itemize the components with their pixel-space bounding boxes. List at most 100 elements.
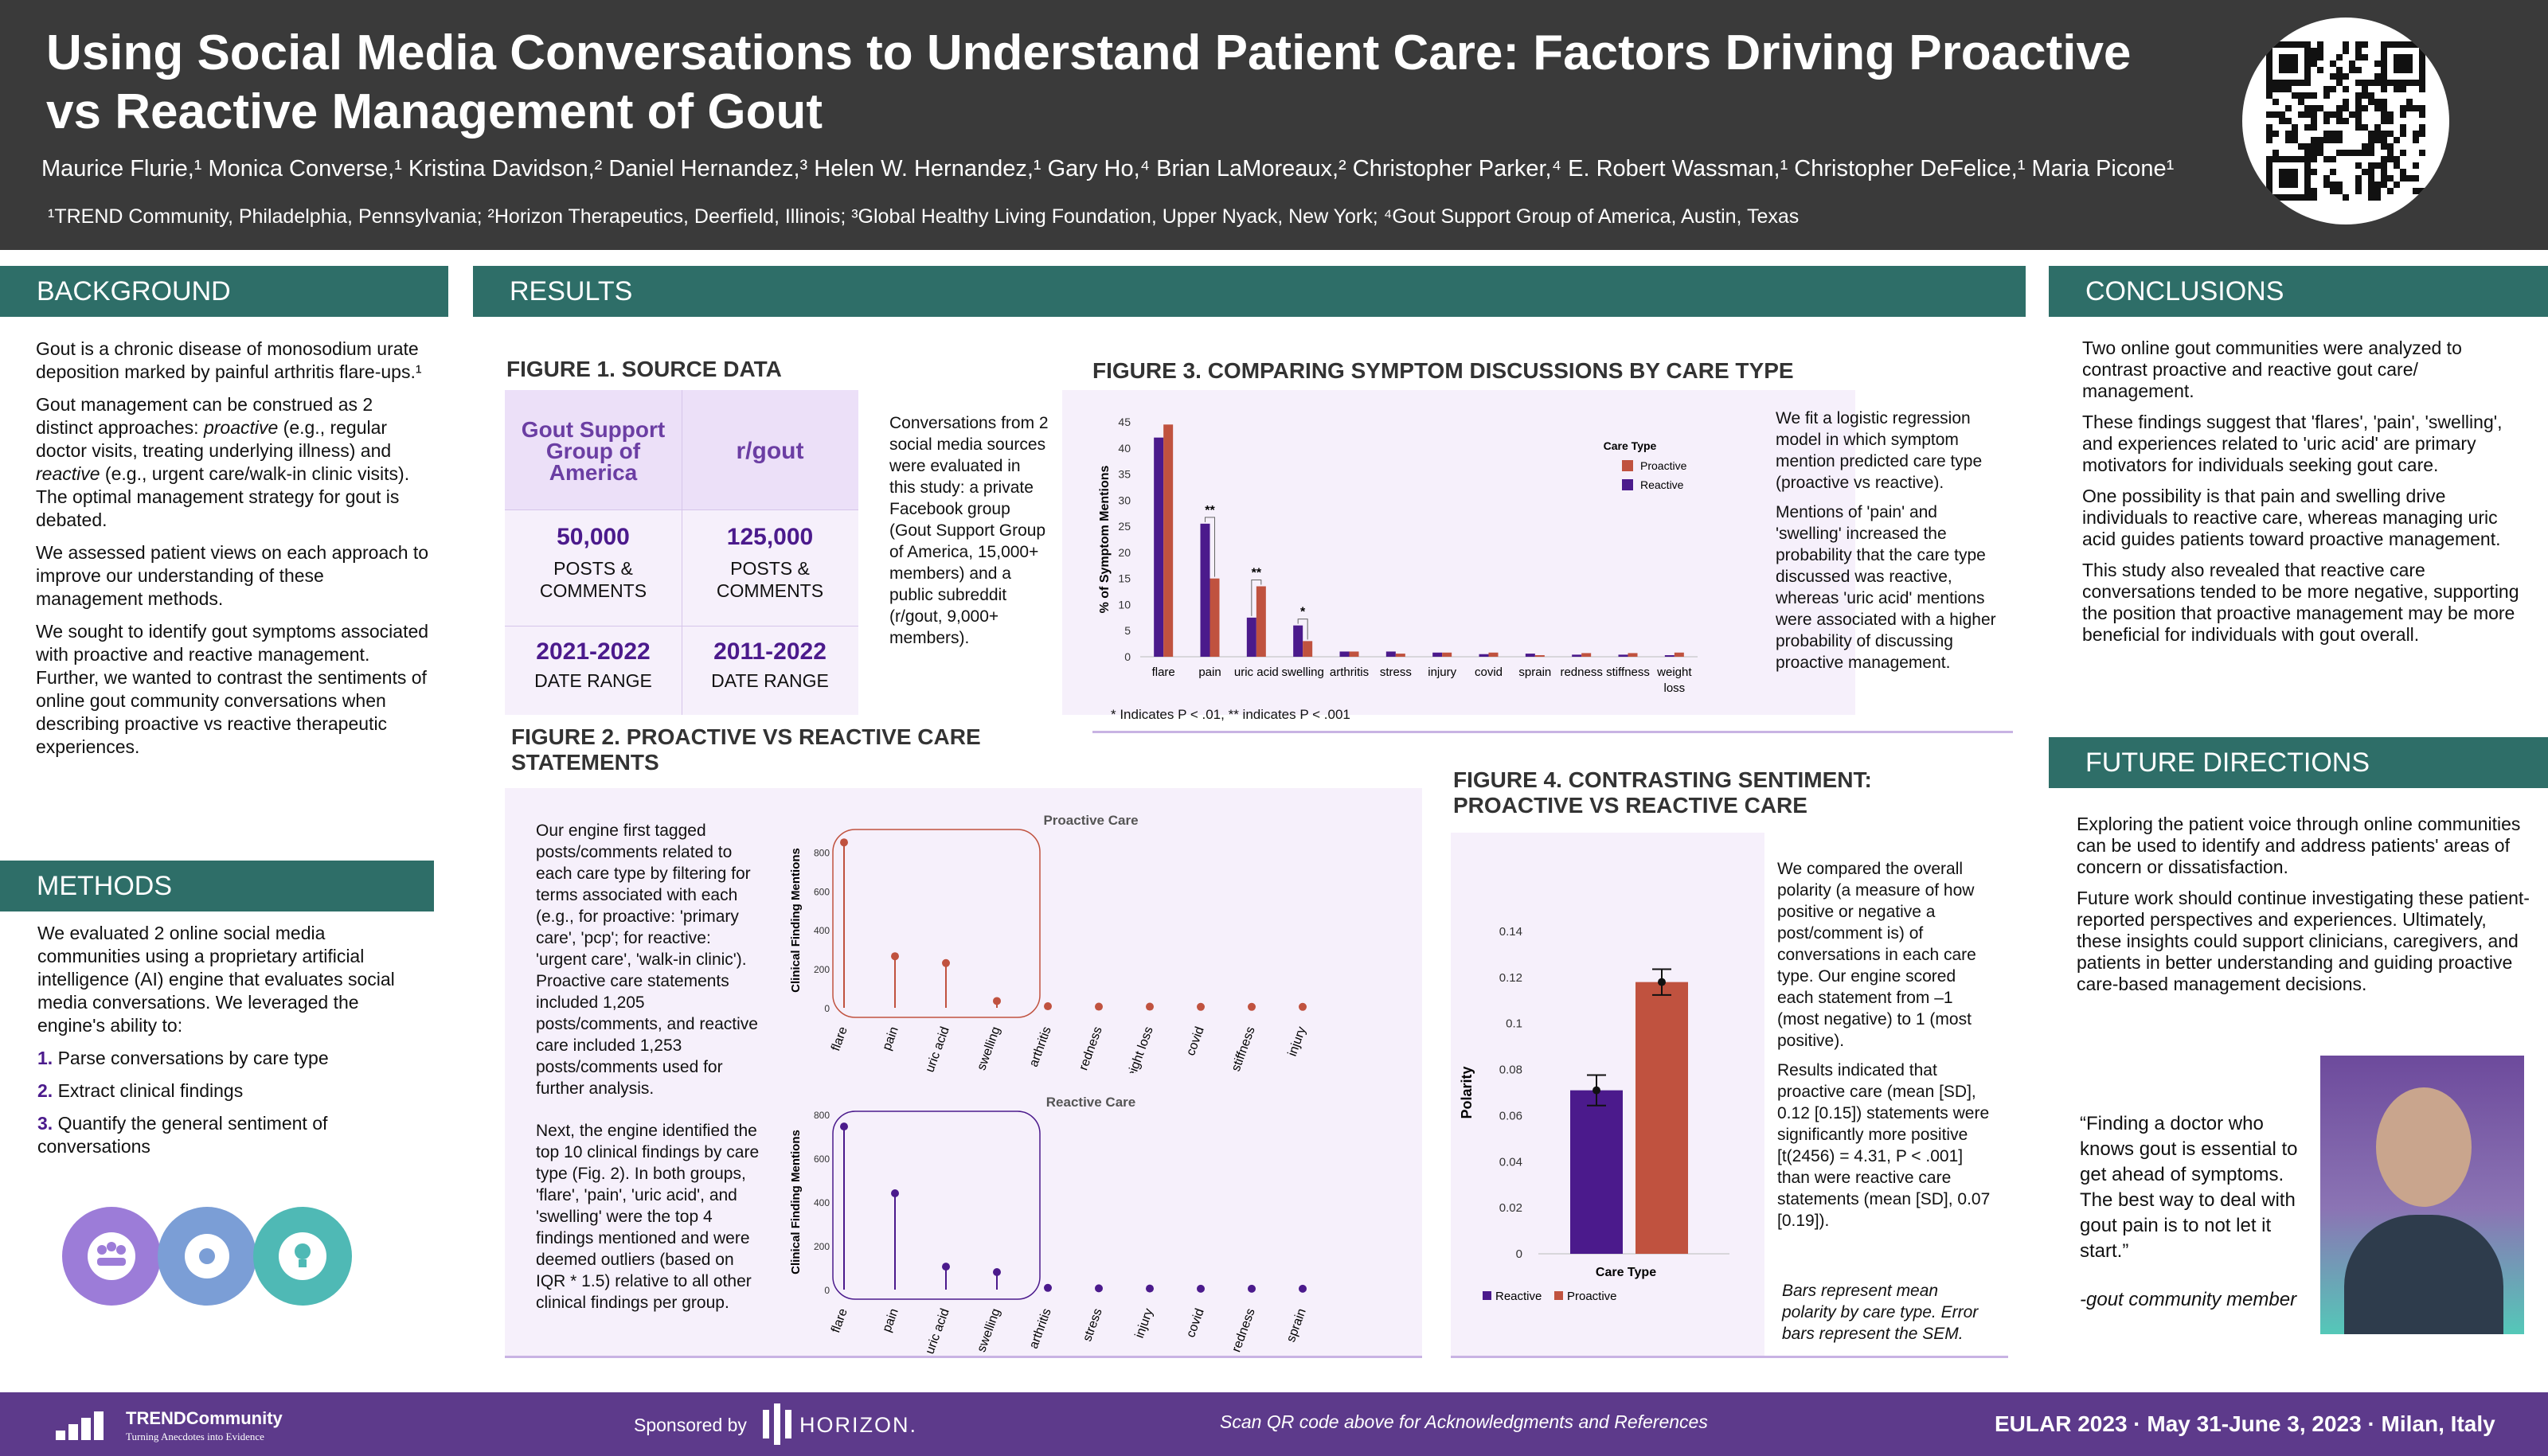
qr-module (2368, 92, 2374, 99)
qr-module (2387, 118, 2394, 124)
fig4-title-line2: PROACTIVE VS REACTIVE CARE (1453, 793, 1807, 818)
lollipop-point (1146, 1002, 1154, 1011)
footer: TRENDCommunity Turning Anecdotes into Ev… (0, 1392, 2548, 1456)
bar-reactive (1525, 654, 1535, 657)
qr-module (2368, 182, 2374, 188)
qr-module (2381, 175, 2387, 182)
lollipop-point (840, 1122, 848, 1131)
legend-label: Reactive (1640, 478, 1684, 491)
qr-module (2381, 137, 2387, 143)
qr-module (2330, 86, 2336, 92)
qr-module (2419, 194, 2425, 201)
face-icon (2376, 1087, 2472, 1207)
qr-module (2400, 150, 2406, 156)
bar-reactive (1200, 523, 1210, 657)
y-tick-label: 0.04 (1499, 1155, 1522, 1169)
x-tick-label: swelling (975, 1025, 1002, 1072)
bar-proactive (1628, 653, 1638, 657)
qr-module (2387, 175, 2394, 182)
y-tick-label: 25 (1118, 520, 1131, 533)
qr-module (2362, 41, 2368, 48)
methods-intro: We evaluated 2 online social media commu… (37, 923, 395, 1036)
qr-module (2355, 150, 2362, 156)
fig3-p1: We fit a logistic regression model in wh… (1776, 409, 1983, 492)
item-text: Parse conversations by care type (57, 1048, 329, 1068)
qr-module (2355, 182, 2362, 188)
qr-module (2419, 188, 2425, 194)
bg-text: (e.g., urgent care/walk-in clinic visits… (36, 463, 410, 530)
x-tick-label: stress (1081, 1307, 1105, 1344)
qr-module (2311, 194, 2317, 201)
qr-module (2368, 194, 2374, 201)
qr-module (2266, 137, 2272, 143)
qr-module (2272, 150, 2279, 156)
y-tick-label: 0 (1124, 650, 1131, 663)
lollipop-point (1095, 1002, 1103, 1011)
fig3-p2: Mentions of 'pain' and 'swelling' increa… (1776, 503, 1996, 672)
qr-code[interactable] (2242, 18, 2449, 224)
section-header-methods: METHODS (0, 861, 434, 911)
fig2-reactive-chart: Reactive Care Clinical Finding Mentions 0 2… (789, 1095, 1309, 1355)
quote: “Finding a doctor who knows gout is esse… (2080, 1113, 2298, 1262)
item-number: 1. (37, 1048, 53, 1068)
qr-module (2406, 105, 2413, 111)
fig3-title: FIGURE 3. COMPARING SYMPTOM DISCUSSIONS … (1092, 358, 1794, 383)
lollipop-point (1248, 1002, 1256, 1011)
qr-module (2336, 111, 2343, 118)
lollipop-point (1044, 1002, 1052, 1011)
y-tick-label: 0.12 (1499, 971, 1522, 985)
horizon-logo: HORIZON. (799, 1413, 917, 1437)
y-tick-label: 0.06 (1499, 1109, 1522, 1122)
qr-module (2381, 118, 2387, 124)
lollipop-point (1248, 1284, 1256, 1293)
methods-item-1: 1. Parse conversations by care type (37, 1047, 420, 1070)
qr-module (2311, 188, 2317, 194)
x-tick-label: pain (880, 1307, 901, 1334)
qr-module (2355, 67, 2362, 73)
mean-point (1592, 1086, 1600, 1095)
qr-module (2362, 124, 2368, 131)
qr-module (2330, 73, 2336, 80)
title-line-1: Using Social Media Conversations to Unde… (46, 25, 2132, 80)
qr-module (2387, 111, 2394, 118)
qr-module (2323, 137, 2330, 143)
qr-module (2387, 143, 2394, 150)
bar-proactive (1395, 654, 1405, 657)
lollipop-point (1197, 1002, 1205, 1011)
qr-module (2336, 54, 2343, 61)
fig2-panel (505, 788, 1422, 1356)
qr-module (2374, 124, 2381, 131)
y-tick-label: 5 (1124, 624, 1131, 637)
lollipop-point (891, 952, 899, 961)
fig3-text: We fit a logistic regression model in wh… (1776, 408, 2000, 681)
qr-module (2336, 188, 2343, 194)
qr-module (2368, 188, 2374, 194)
qr-module (2311, 92, 2317, 99)
qr-module (2317, 54, 2323, 61)
y-tick-label: 400 (814, 1197, 830, 1208)
fig1-range2: 2011-2022 (713, 638, 827, 665)
qr-module (2419, 111, 2425, 118)
x-tick-label: redness (1560, 666, 1602, 679)
qr-module (2374, 73, 2381, 80)
qr-module (2323, 175, 2330, 182)
qr-module (2279, 111, 2285, 118)
qr-module (2311, 48, 2317, 54)
title-line-2: vs Reactive Management of Gout (46, 84, 823, 139)
significance-marker: ** (1252, 567, 1262, 580)
fig1-text-bg (858, 390, 1062, 715)
qr-module (2381, 105, 2387, 111)
qr-module (2292, 92, 2298, 99)
qr-module (2330, 137, 2336, 143)
qr-note: Scan QR code above for Acknowledgments a… (1220, 1411, 1708, 1432)
section-header-future: FUTURE DIRECTIONS (2049, 737, 2548, 788)
x-tick-label: weight (1656, 666, 1692, 679)
legend-label: Reactive (1495, 1290, 1542, 1303)
background-text: Gout is a chronic disease of monosodium … (36, 338, 434, 768)
qr-module (2394, 86, 2400, 92)
trend-logo-icon (56, 1411, 104, 1440)
qr-module (2387, 188, 2394, 194)
x-tick-label: flare (1152, 666, 1175, 679)
bg-italic: proactive (203, 417, 279, 438)
qr-module (2343, 194, 2349, 201)
